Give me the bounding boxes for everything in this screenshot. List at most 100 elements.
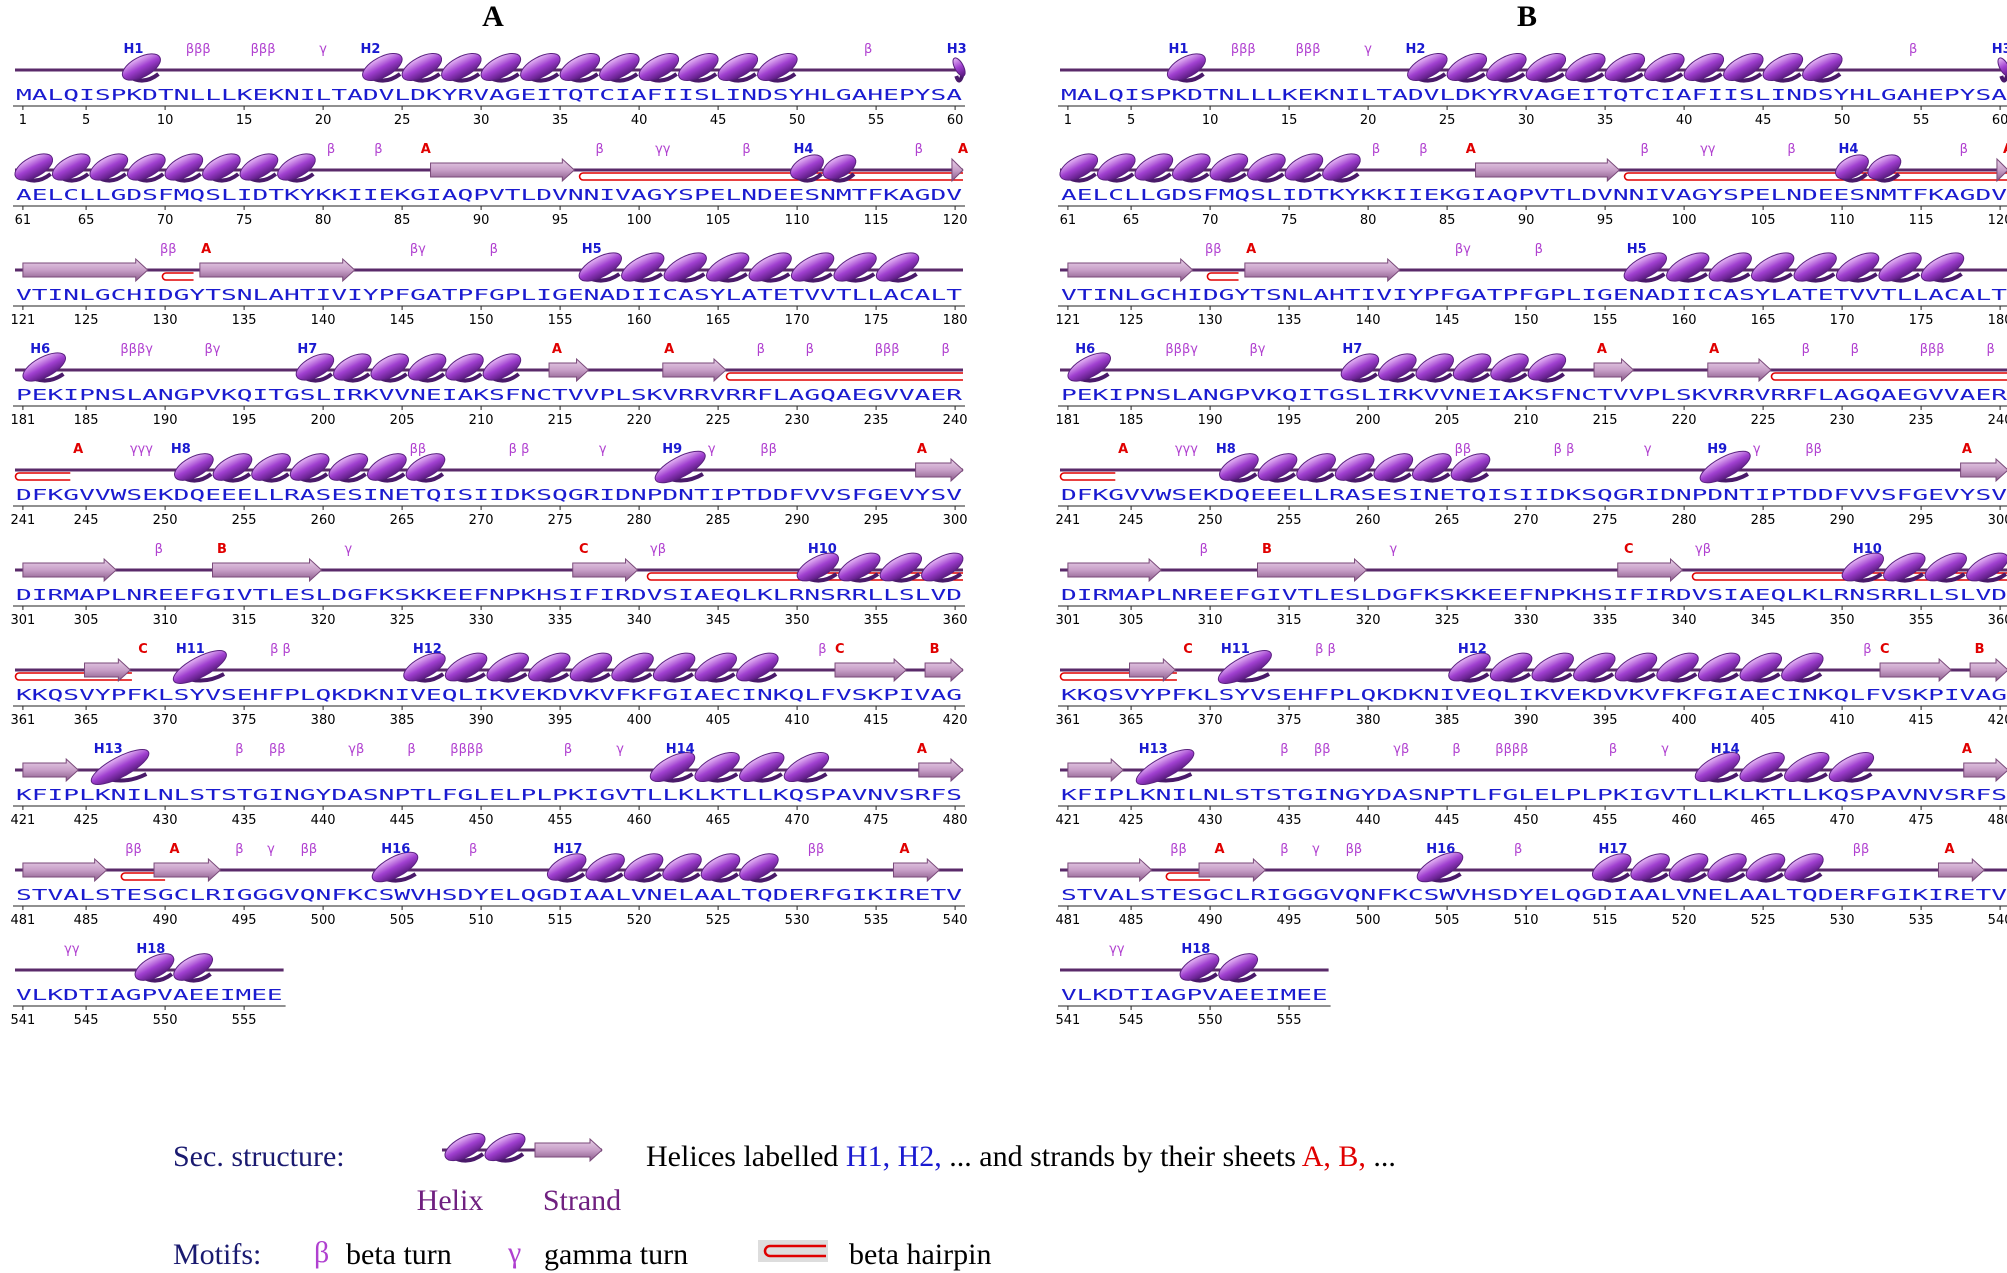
structure-label: H13 (94, 742, 123, 757)
structure-label: γβ (348, 742, 364, 757)
residue-number: 340 (1672, 613, 1697, 628)
legend-beta-symbol: β (314, 1236, 329, 1269)
strand (915, 457, 964, 483)
residue-number: 135 (232, 313, 257, 328)
residue-number: 115 (864, 213, 889, 228)
structure-label: βββγ (120, 342, 153, 357)
structure-label: H8 (1216, 442, 1236, 457)
strand (22, 857, 108, 883)
helix-turn (1219, 453, 1259, 481)
residue-number: 100 (1672, 213, 1697, 228)
helix-turn (1739, 652, 1782, 682)
residue-number: 505 (390, 913, 415, 928)
structure-label: H1 (1169, 42, 1189, 57)
strand (834, 657, 907, 683)
structure-label: H7 (297, 342, 317, 357)
residue-number: 485 (1119, 913, 1144, 928)
helix-turn (333, 353, 372, 381)
sequence-row: C H11 β β H12 β C BKKQSVYPFKLSYVSEHFPLQKDKNIVE… (10, 642, 967, 728)
structure-label: ββ (410, 442, 427, 457)
residue-number: 495 (232, 913, 257, 928)
residue-number: 365 (74, 713, 99, 728)
residue-number: 85 (394, 213, 411, 228)
residue-number: 145 (1435, 313, 1460, 328)
structure-label: β (327, 142, 335, 157)
residue-number: 35 (552, 113, 569, 128)
structure-label: γγ (1700, 142, 1716, 157)
residue-number: 380 (311, 713, 336, 728)
helix-turn (174, 453, 214, 481)
structure-label: β (374, 142, 382, 157)
residue-number: 280 (627, 513, 652, 528)
residue-number: 481 (10, 913, 35, 928)
residue-number: 75 (236, 213, 253, 228)
residue-number: 490 (153, 913, 178, 928)
structure-label: H5 (582, 242, 602, 257)
residue-number: 95 (1597, 213, 1614, 228)
helix-turn (611, 652, 654, 682)
helix-turn (1835, 154, 1869, 180)
helix-turn (1784, 751, 1830, 783)
residue-number: 365 (1119, 713, 1144, 728)
helix-turn (694, 751, 740, 783)
helix-turn (1527, 353, 1567, 381)
residue-number: 555 (1277, 1013, 1302, 1028)
legend-description-part: Helices labelled (646, 1140, 846, 1173)
helix-turn (239, 153, 279, 181)
residue-number: 355 (864, 613, 889, 628)
sequence: KFIPLKNILNLSTSTGINGYDASNPTLFGLELPLPKIGVT… (1061, 786, 2007, 804)
helix-turn (1322, 153, 1361, 181)
helix-turn (1707, 853, 1747, 881)
strand (951, 157, 964, 183)
residue-number: 290 (1830, 513, 1855, 528)
structure-label: β (818, 642, 826, 657)
residue-number: 90 (1518, 213, 1535, 228)
residue-number: 270 (469, 513, 494, 528)
structure-label: H4 (793, 142, 813, 157)
hairpin (578, 172, 963, 181)
helix-turn (1694, 751, 1741, 783)
residue-number: 120 (943, 213, 968, 228)
residue-number: 395 (1593, 713, 1618, 728)
residue-number: 541 (1055, 1013, 1080, 1028)
structure-label: γ (616, 742, 624, 757)
structure-label: γβ (1695, 542, 1711, 557)
residue-number: 50 (789, 113, 806, 128)
structure-label: γβ (1393, 742, 1409, 757)
strand (1475, 157, 1621, 183)
residue-number: 480 (943, 813, 968, 828)
residue-number: 100 (627, 213, 652, 228)
helix-turn (1412, 453, 1452, 481)
helix-turn (134, 953, 175, 981)
residue-number: 155 (548, 313, 573, 328)
helix-turn (757, 53, 798, 81)
helix-turn (1450, 453, 1491, 481)
structure-label: C (138, 642, 148, 657)
structure-label: H1 (124, 42, 144, 57)
legend-description-part: A, (1302, 1140, 1331, 1173)
strand (1996, 157, 2007, 183)
structure-label: ββ (1314, 742, 1331, 757)
legend-motifs-label: Motifs: (173, 1238, 261, 1271)
helix-turn (444, 652, 488, 682)
structure-label: βγ (410, 242, 426, 257)
helix-turn (1630, 853, 1670, 881)
residue-number: 435 (232, 813, 257, 828)
residue-number: 95 (552, 213, 569, 228)
structure-label: H3 (1992, 42, 2007, 57)
helix-turn (401, 53, 443, 81)
structure-label: A (1945, 842, 1955, 857)
helix-turn (371, 851, 419, 883)
helix-turn (952, 57, 966, 77)
legend-description-part: H1, (846, 1140, 890, 1173)
residue-number: 260 (1356, 513, 1381, 528)
helix-turn (1920, 252, 1965, 282)
residue-number: 165 (1751, 313, 1776, 328)
helix-turn (1781, 652, 1824, 682)
sequence: MALQISPKDTNLLLKEKNILTADVLDKYRVAGEITQTCIA… (16, 86, 962, 104)
residue-number: 260 (311, 513, 336, 528)
residue-number: 40 (1676, 113, 1693, 128)
